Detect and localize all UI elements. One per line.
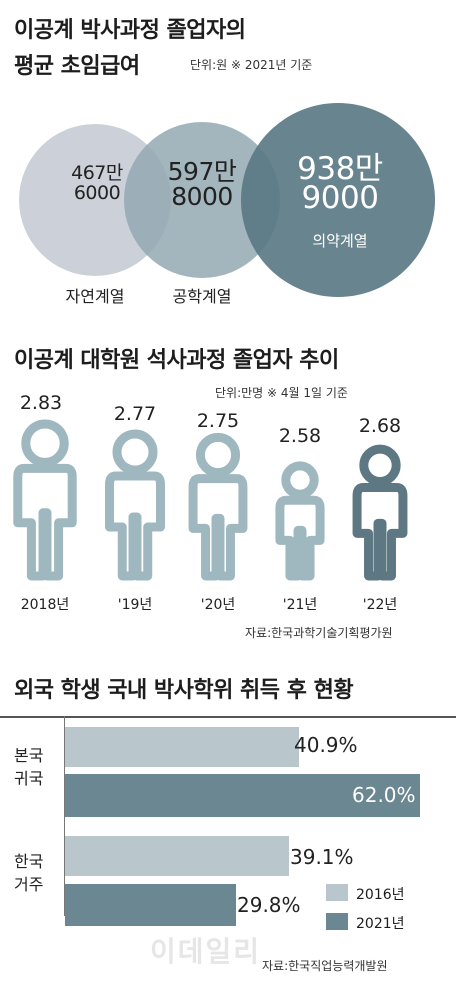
- group-label-stay-line1: 한국: [14, 852, 44, 871]
- legend-swatch-2021: [326, 913, 348, 930]
- person-icon-3: [275, 461, 325, 581]
- engineering-value-line2: 8000: [171, 182, 233, 211]
- person-icon-2: [188, 432, 248, 581]
- bubble-engineering: [124, 122, 280, 278]
- group-label-return-line2: 귀국: [14, 769, 44, 788]
- natural-value-line1: 467만: [71, 162, 123, 184]
- medical-value-line2: 9000: [301, 180, 379, 216]
- legend-swatch-2016: [326, 884, 348, 901]
- label-stay-2016: 39.1%: [290, 845, 354, 869]
- masters-unit-note: 단위:만명 ※ 4월 1일 기준: [215, 386, 348, 400]
- masters-value-2018: 2.83: [19, 392, 63, 414]
- engineering-label: 공학계열: [172, 287, 232, 306]
- label-stay-2021: 29.8%: [237, 893, 301, 917]
- person-icon-0: [13, 419, 77, 581]
- person-icon-4: [352, 444, 408, 581]
- bar-stay-2016: [65, 836, 289, 876]
- foreign-top-axis: [0, 716, 456, 718]
- masters-source: 자료:한국과학기술기획평가원: [245, 626, 393, 640]
- foreign-title: 외국 학생 국내 박사학위 취득 후 현황: [14, 678, 354, 703]
- year-label-2021: '21년: [282, 597, 318, 613]
- legend-label-2016: 2016년: [356, 887, 405, 903]
- salary-bubble-chart: [19, 103, 435, 297]
- year-label-2019: '19년: [117, 597, 153, 613]
- masters-pictogram-chart: [13, 419, 408, 581]
- group-label-return-line1: 본국: [14, 746, 44, 765]
- group-label-stay-line2: 거주: [14, 875, 44, 894]
- salary-title-line1: 이공계 박사과정 졸업자의: [14, 18, 246, 43]
- watermark-logo: 이데일리: [150, 935, 262, 968]
- bubble-natural: [19, 124, 171, 276]
- natural-label: 자연계열: [65, 287, 125, 306]
- masters-value-2021: 2.58: [278, 425, 322, 447]
- bubble-medical: [241, 103, 435, 297]
- label-return-2016: 40.9%: [294, 733, 358, 757]
- medical-label: 의약계열: [312, 232, 368, 250]
- bar-return-2016: [65, 727, 300, 767]
- engineering-value-line1: 597만: [167, 157, 237, 186]
- masters-value-2020: 2.75: [196, 410, 240, 432]
- foreign-y-axis: [64, 716, 65, 916]
- masters-value-2022: 2.68: [358, 415, 402, 437]
- medical-value-line1: 938만: [297, 151, 383, 187]
- natural-value-line2: 6000: [73, 182, 121, 204]
- person-icon-1: [105, 429, 165, 581]
- year-label-2018: 2018년: [20, 597, 70, 613]
- foreign-source: 자료:한국직업능력개발원: [262, 959, 388, 973]
- masters-title: 이공계 대학원 석사과정 졸업자 추이: [14, 348, 339, 373]
- year-label-2022: '22년: [362, 597, 398, 613]
- legend-label-2021: 2021년: [356, 916, 405, 932]
- salary-title-line2: 평균 초임급여: [14, 54, 140, 79]
- year-label-2020: '20년: [200, 597, 236, 613]
- label-return-2021: 62.0%: [352, 783, 416, 807]
- salary-unit-note: 단위:원 ※ 2021년 기준: [190, 58, 313, 72]
- bar-stay-2021: [65, 884, 236, 926]
- bar-return-2021: [65, 774, 420, 817]
- masters-value-2019: 2.77: [113, 403, 157, 425]
